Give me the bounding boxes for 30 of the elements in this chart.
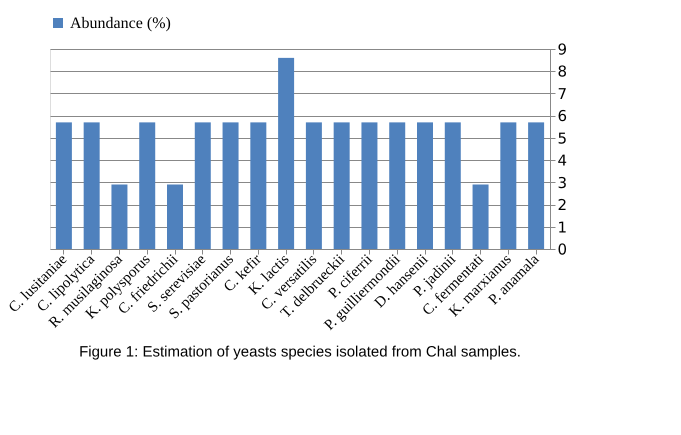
bar xyxy=(84,122,100,249)
legend-label: Abundance (%) xyxy=(70,15,171,32)
caption: Figure 1: Estimation of yeasts species isolated from Chal samples. xyxy=(79,343,521,360)
bar xyxy=(139,122,156,249)
bar xyxy=(528,122,544,249)
y-tick-label: 6 xyxy=(558,107,568,126)
y-tick-label: 4 xyxy=(558,152,568,170)
y-tick-label: 7 xyxy=(558,84,568,103)
bar xyxy=(500,122,516,249)
y-tick-label: 3 xyxy=(558,174,568,192)
y-tick-label: 5 xyxy=(558,129,568,148)
bar xyxy=(417,122,433,249)
y-tick-label: 9 xyxy=(558,40,568,58)
y-tick-label: 8 xyxy=(558,62,568,81)
bar xyxy=(56,122,72,249)
bar xyxy=(472,184,489,249)
bar xyxy=(194,122,211,249)
bar xyxy=(222,122,239,249)
bar xyxy=(389,122,406,249)
bar xyxy=(444,122,461,249)
bar xyxy=(111,184,128,249)
bar xyxy=(306,122,322,249)
bar xyxy=(167,184,183,249)
y-tick-label: 0 xyxy=(558,240,568,258)
y-tick-label: 2 xyxy=(558,196,568,214)
bar xyxy=(250,122,266,249)
y-tick-label: 1 xyxy=(558,218,568,236)
bar xyxy=(278,58,294,249)
bar xyxy=(334,122,350,249)
bar xyxy=(361,122,378,249)
